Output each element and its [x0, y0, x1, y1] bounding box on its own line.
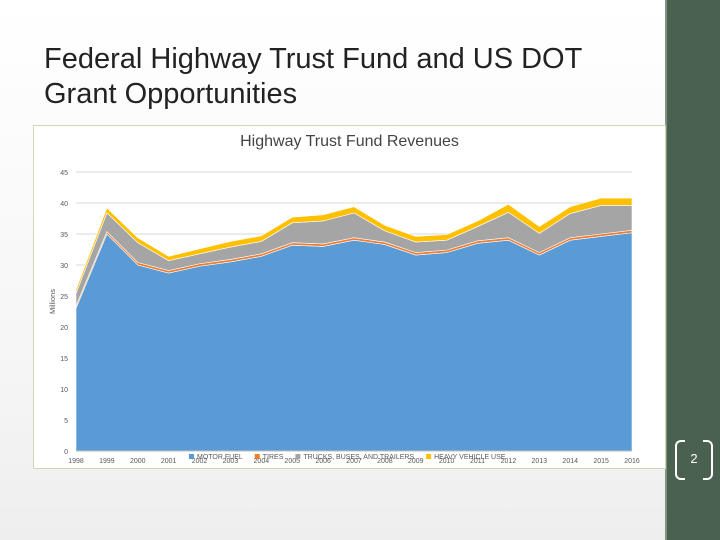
y-tick-label: 25: [60, 294, 68, 301]
y-tick-label: 45: [60, 170, 68, 177]
y-tick-label: 10: [60, 387, 68, 394]
y-axis-label: Millions: [48, 289, 57, 314]
legend-label: TRUCKS, BUSES, AND TRAILERS: [303, 454, 414, 461]
legend-swatch: [426, 454, 432, 459]
y-tick-label: 20: [60, 325, 68, 332]
legend-label: MOTOR FUEL: [197, 454, 243, 461]
x-tick-label: 2010: [439, 458, 455, 465]
y-tick-label: 40: [60, 201, 68, 208]
x-tick-label: 2011: [470, 458, 485, 465]
page-number: 2: [690, 451, 698, 466]
x-tick-label: 2012: [501, 458, 517, 465]
side-stripe: [665, 0, 667, 540]
x-tick-label: 2005: [284, 458, 300, 465]
y-tick-label: 35: [60, 232, 68, 239]
left-bracket-icon: [675, 440, 685, 480]
chart-title: Highway Trust Fund Revenues: [240, 133, 459, 150]
area-series-heavy-vehicle-use: [75, 197, 633, 294]
x-tick-label: 2002: [192, 458, 208, 465]
x-tick-label: 2015: [593, 458, 609, 465]
y-tick-label: 15: [60, 356, 68, 363]
legend-label: HEAVY VEHICLE USE: [434, 454, 506, 461]
chart-frame: Highway Trust Fund Revenues 0 5 10 15 20 25 30…: [33, 125, 666, 469]
page-number-box: 2: [672, 440, 716, 480]
legend-label: TIRES: [263, 454, 284, 461]
y-tick-label: 30: [60, 263, 68, 270]
legend-swatch: [295, 454, 301, 459]
x-tick-label: 2001: [161, 458, 177, 465]
x-tick-label: 2004: [254, 458, 270, 465]
x-tick-label: 2003: [223, 458, 239, 465]
x-tick-label: 2007: [346, 458, 362, 465]
x-tick-label: 2008: [377, 458, 393, 465]
x-tick-label: 1998: [68, 458, 84, 465]
y-tick-label: 5: [64, 418, 68, 425]
right-bracket-icon: [703, 440, 713, 480]
y-tick-label: 0: [64, 449, 68, 456]
x-tick-label: 2009: [408, 458, 424, 465]
slide-title: Federal Highway Trust Fund and US DOT Gr…: [44, 43, 582, 110]
x-tick-label: 2013: [532, 458, 548, 465]
x-tick-label: 2006: [315, 458, 331, 465]
area-chart: 0 5 10 15 20 25 30 35 40 45 Millions 1998 1999 2000 20…: [48, 170, 640, 465]
legend-swatch: [189, 454, 194, 459]
legend-swatch: [254, 454, 260, 459]
x-tick-label: 2000: [130, 458, 146, 465]
x-tick-label: 2016: [624, 458, 640, 465]
x-tick-label: 2014: [562, 458, 578, 465]
x-tick-label: 1999: [99, 458, 115, 465]
